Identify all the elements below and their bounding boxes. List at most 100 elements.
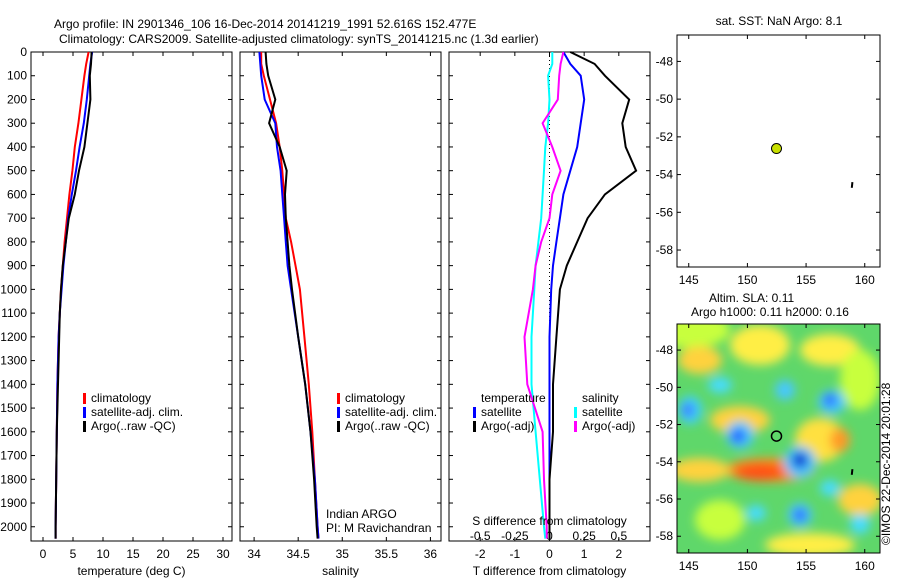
diff-legend-t-1-swatch bbox=[473, 421, 476, 432]
temp-x-tick-label: 15 bbox=[126, 547, 140, 561]
sal-x-tick-label: 36 bbox=[424, 547, 438, 561]
sal-note-institution: Indian ARGO bbox=[326, 507, 397, 521]
diff-t-tick-label: 2 bbox=[615, 547, 622, 561]
temp-x-tick-label: 10 bbox=[96, 547, 110, 561]
depth-tick-label: 200 bbox=[7, 92, 27, 106]
imos-watermark: ©IMOS 22-Dec-2014 20:01:28 bbox=[879, 382, 893, 545]
sla-map-track bbox=[850, 469, 854, 475]
sla-blob bbox=[792, 452, 808, 468]
diff-line-salinity-argo-adj- bbox=[523, 51, 565, 539]
depth-tick-label: 700 bbox=[7, 211, 27, 225]
temp-legend-0-label: climatology bbox=[91, 391, 151, 405]
sla-map-x-tick-label: 155 bbox=[796, 559, 816, 573]
sst-map-x-tick-label: 145 bbox=[679, 273, 699, 287]
diff-t-tick-label: -2 bbox=[475, 547, 486, 561]
diff-s-tick-label: 0.25 bbox=[572, 529, 596, 543]
sla-map-argo-point bbox=[770, 430, 783, 442]
sla-blob bbox=[746, 505, 766, 521]
depth-tick-label: 1300 bbox=[0, 354, 27, 368]
temp-legend-1-label: satellite-adj. clim. bbox=[91, 405, 183, 419]
diff-line-temperature-argo-adj- bbox=[548, 51, 638, 539]
title-line-1: Argo profile: IN 2901346_106 16-Dec-2014… bbox=[54, 17, 477, 31]
sal-legend-1-swatch bbox=[337, 407, 340, 418]
sla-map-title-2: Argo h1000: 0.11 h2000: 0.16 bbox=[691, 305, 849, 319]
depth-tick-label: 800 bbox=[7, 235, 27, 249]
diff-t-tick-label: -1 bbox=[510, 547, 521, 561]
sal-x-tick-label: 35.5 bbox=[375, 547, 399, 561]
temp-x-tick-label: 20 bbox=[156, 547, 170, 561]
sst-map-y-tick-label: -52 bbox=[656, 130, 674, 144]
temp-line-argo-raw-qc- bbox=[54, 51, 93, 539]
sla-heatmap bbox=[677, 324, 880, 553]
diff-legend-s-1-swatch bbox=[574, 421, 577, 432]
sst-map-x-tick-label: 160 bbox=[855, 273, 875, 287]
diff-legend-s-head: salinity bbox=[582, 391, 619, 405]
sla-blob bbox=[677, 324, 730, 348]
depth-tick-label: 1600 bbox=[0, 425, 27, 439]
diff-s-tick-label: -0.5 bbox=[470, 529, 491, 543]
sla-map-y-tick-label: -48 bbox=[656, 343, 674, 357]
sst-map-y-tick-label: -56 bbox=[656, 205, 674, 219]
diff-line-salinity-satellite bbox=[530, 52, 554, 539]
diff-legend-s-0-label: satellite bbox=[582, 405, 623, 419]
sst-map-y-tick-label: -48 bbox=[656, 54, 674, 68]
diff-legend-t-1-label: Argo(-adj) bbox=[481, 419, 534, 433]
temp-legend-0-swatch bbox=[83, 393, 86, 404]
sst-map-title: sat. SST: NaN Argo: 8.1 bbox=[716, 14, 843, 28]
depth-tick-label: 600 bbox=[7, 187, 27, 201]
temp-legend-1-swatch bbox=[83, 407, 86, 418]
diff-s-tick-label: -0.25 bbox=[501, 529, 529, 543]
sla-blob bbox=[682, 403, 694, 417]
diff-legend-s-0-swatch bbox=[574, 407, 577, 418]
sla-map-frame bbox=[676, 323, 881, 554]
sst-map-argo-point bbox=[771, 143, 783, 155]
sla-map-y-tick-label: -58 bbox=[656, 529, 674, 543]
diff-legend-t-0-swatch bbox=[473, 407, 476, 418]
sla-map-y-tick-label: -52 bbox=[656, 418, 674, 432]
sla-blob bbox=[677, 458, 730, 482]
depth-tick-label: 900 bbox=[7, 259, 27, 273]
depth-tick-label: 1700 bbox=[0, 449, 27, 463]
sst-map-y-tick-label: -54 bbox=[656, 168, 674, 182]
sla-map-x-tick-label: 150 bbox=[737, 559, 757, 573]
temp-x-tick-label: 25 bbox=[186, 547, 200, 561]
temp-x-tick-label: 5 bbox=[70, 547, 77, 561]
depth-tick-label: 100 bbox=[7, 69, 27, 83]
sla-blob bbox=[824, 394, 836, 406]
sal-x-tick-label: 35 bbox=[336, 547, 350, 561]
sla-blob bbox=[708, 377, 732, 393]
diff-legend-s-1-label: Argo(-adj) bbox=[582, 419, 635, 433]
diff-line-temperature-satellite bbox=[548, 51, 586, 539]
sal-legend-1-label: satellite-adj. clim. bbox=[345, 405, 437, 419]
sla-map-x-tick-label: 160 bbox=[855, 559, 875, 573]
sal-line-argo-raw-qc- bbox=[264, 51, 319, 539]
diff-legend-t-head: temperature bbox=[481, 391, 546, 405]
diff-s-tick-label: 0.5 bbox=[610, 529, 627, 543]
depth-tick-label: 0 bbox=[20, 45, 27, 59]
sal-legend-2-label: Argo(..raw -QC) bbox=[345, 419, 430, 433]
sst-map-x-tick-label: 150 bbox=[737, 273, 757, 287]
sla-blob bbox=[735, 464, 785, 480]
sst-map-y-tick-label: -50 bbox=[656, 92, 674, 106]
profile-panel-frame bbox=[239, 51, 442, 542]
sal-line-climatology bbox=[260, 52, 320, 539]
depth-tick-label: 1200 bbox=[0, 330, 27, 344]
sla-blob bbox=[730, 325, 790, 365]
profile-panel-frame bbox=[30, 51, 233, 542]
temp-legend-2-label: Argo(..raw -QC) bbox=[91, 419, 176, 433]
sst-map-track bbox=[850, 181, 854, 188]
sla-blob bbox=[794, 509, 806, 521]
sla-blob bbox=[840, 350, 880, 410]
temp-x-tick-label: 30 bbox=[216, 547, 230, 561]
depth-tick-label: 1900 bbox=[0, 496, 27, 510]
depth-tick-label: 300 bbox=[7, 116, 27, 130]
sla-blob bbox=[820, 480, 840, 496]
sla-blob bbox=[765, 533, 855, 553]
sal-x-label: salinity bbox=[322, 564, 359, 578]
depth-tick-label: 1000 bbox=[0, 282, 27, 296]
sal-legend-2-swatch bbox=[337, 421, 340, 432]
sla-map-y-tick-label: -50 bbox=[656, 380, 674, 394]
sla-blob bbox=[678, 346, 722, 374]
sal-x-tick-label: 34 bbox=[247, 547, 261, 561]
